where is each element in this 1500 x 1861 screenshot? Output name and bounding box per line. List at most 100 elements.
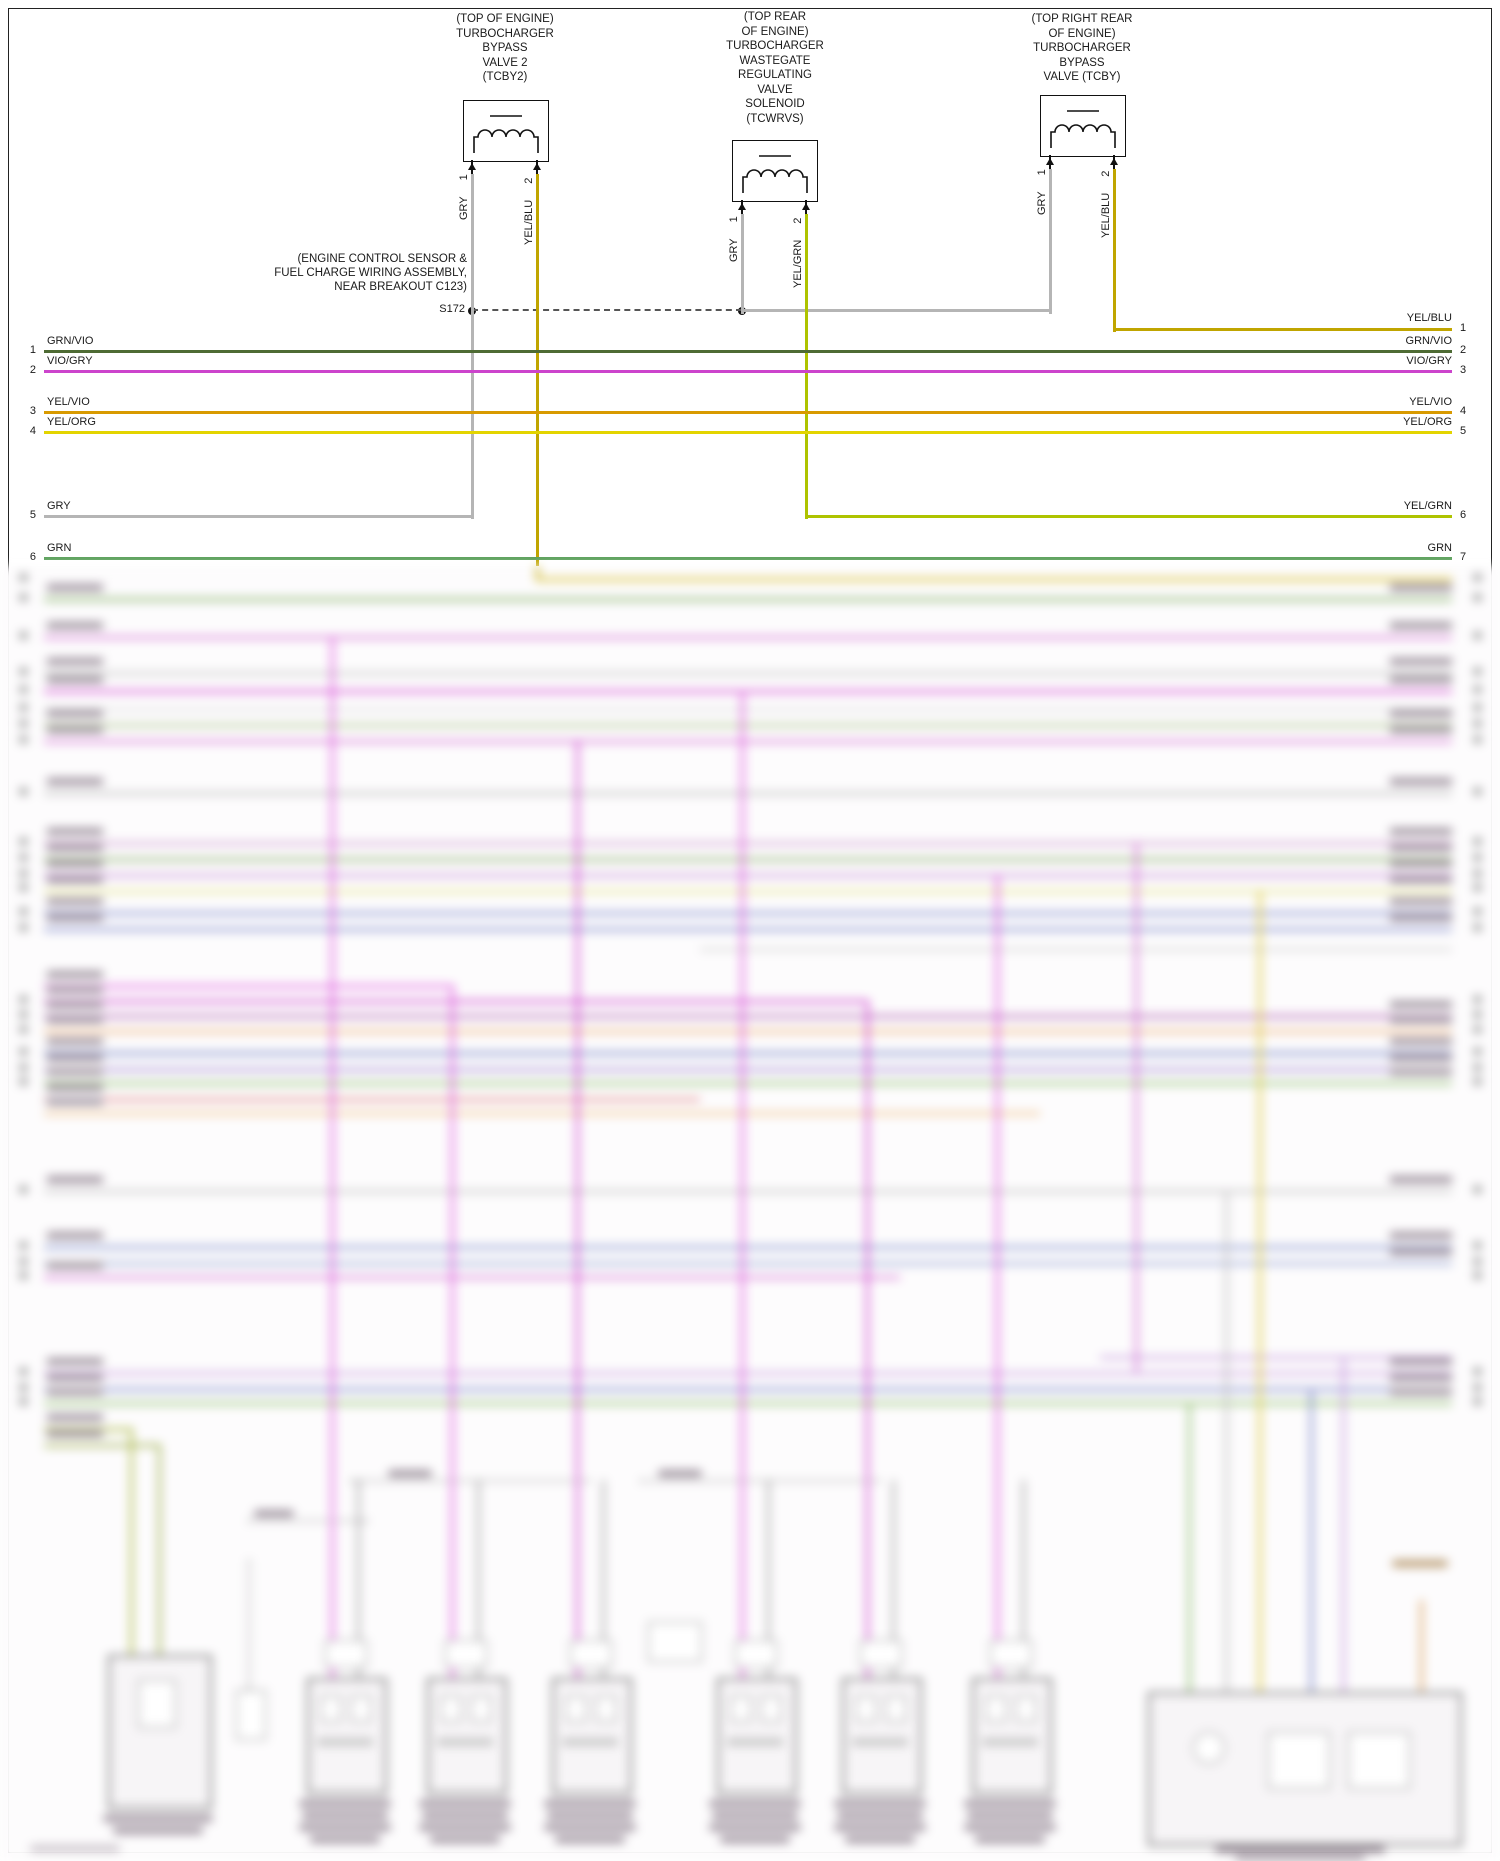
blurred-text	[1392, 1560, 1448, 1567]
blurred-connector	[648, 1622, 702, 1662]
blurred-wire	[44, 1112, 1040, 1115]
wire-name: GRY	[1036, 191, 1048, 215]
title-line: TURBOCHARGER	[726, 40, 824, 52]
blurred-text	[964, 1824, 1056, 1831]
component-tcby-title: (TOP RIGHT REAR OF ENGINE) TURBOCHARGER …	[987, 12, 1177, 85]
blurred-text	[555, 1836, 625, 1843]
title-line: (TCWRVS)	[746, 112, 804, 125]
blurred-wire	[1342, 1356, 1345, 1692]
blurred-wire	[44, 1444, 158, 1447]
blurred-wire	[477, 1480, 480, 1680]
wire-number-left: 1	[29, 344, 36, 356]
blurred-wire	[1188, 1402, 1191, 1692]
blurred-dashed-wire	[350, 1480, 590, 1482]
wire-vio-gry-row	[44, 370, 1452, 373]
blurred-wire	[44, 1000, 866, 1003]
title-line: (TCBY2)	[482, 71, 528, 83]
title-line: OF ENGINE)	[741, 25, 809, 38]
blurred-number-column	[20, 566, 27, 573]
blurred-wire	[1310, 1388, 1313, 1692]
blurred-wire	[44, 1428, 130, 1431]
title-line: (TOP RIGHT REAR	[1031, 13, 1133, 25]
title-line: VALVE 2	[482, 56, 528, 69]
blurred-text	[254, 1510, 294, 1517]
blurred-wire	[44, 928, 1452, 931]
wire-gry-tcwrvs	[741, 214, 744, 314]
wire-name: GRY	[728, 238, 740, 262]
blurred-wire	[130, 1428, 133, 1655]
blurred-wire	[741, 690, 744, 1680]
wire-number-right: 2	[1460, 344, 1467, 356]
blurred-wire	[451, 985, 454, 1680]
blurred-component-box	[427, 1678, 507, 1794]
blurred-wire	[44, 690, 1452, 693]
blurred-text	[975, 1836, 1045, 1843]
wire-gry-tcby2	[471, 174, 474, 519]
blurred-component-detail	[596, 1696, 616, 1722]
title-line: VALVE	[757, 83, 793, 96]
blurred-wire	[44, 636, 1452, 639]
blurred-wire	[44, 1276, 900, 1279]
blurred-wire	[44, 1262, 1452, 1265]
wire-name: GRY	[458, 196, 470, 220]
title-line: BYPASS	[482, 42, 528, 54]
blurred-text	[388, 1470, 432, 1477]
wire-label-right: VIO/GRY	[1406, 355, 1452, 367]
blurred-component-detail	[351, 1696, 371, 1722]
title-line: SOLENOID	[745, 98, 805, 110]
wire-yel-grn-tcwrvs	[805, 214, 808, 519]
blurred-wire	[892, 1480, 895, 1680]
wire-label-right: GRN	[1427, 542, 1452, 554]
blurred-component-detail	[856, 1696, 876, 1722]
blurred-component-detail	[566, 1696, 586, 1722]
blurred-text	[834, 1800, 926, 1807]
blurred-wire	[44, 1068, 1452, 1071]
title-line: VALVE (TCBY)	[1043, 71, 1121, 83]
blurred-component-detail	[1193, 1732, 1225, 1764]
splice-dashed-wire	[472, 309, 742, 311]
blurred-wire	[331, 636, 334, 1680]
title-line: (TOP OF ENGINE)	[456, 13, 554, 25]
blurred-label-column	[47, 566, 103, 573]
blurred-component-box	[972, 1678, 1052, 1794]
wire-yel-blu-row	[1113, 328, 1452, 331]
blurred-wire	[44, 672, 1452, 675]
blurred-wire	[1258, 890, 1262, 1692]
blurred-wire	[44, 912, 1452, 915]
blurred-text	[845, 1836, 915, 1843]
solenoid-coil-icon	[742, 155, 808, 193]
blurred-component-detail	[562, 1738, 618, 1746]
blurred-component-box	[108, 1655, 212, 1809]
blurred-wire	[44, 1082, 1452, 1085]
blurred-wire	[44, 858, 1452, 861]
blurred-text	[422, 1812, 508, 1819]
title-line: (TOP REAR	[743, 11, 807, 23]
blurred-text	[299, 1824, 391, 1831]
pin-arrow-icon	[468, 163, 476, 170]
blurred-component-detail	[321, 1696, 341, 1722]
blurred-text	[430, 1836, 500, 1843]
wire-name: YEL/BLU	[523, 199, 535, 245]
wire-label-left: GRY	[47, 500, 71, 512]
blurred-text	[302, 1812, 388, 1819]
blurred-connector	[325, 1640, 367, 1668]
wire-label-right: GRN/VIO	[1405, 335, 1452, 347]
blurred-text	[720, 1836, 790, 1843]
wire-number-left: 5	[29, 509, 36, 521]
pin-arrow-icon	[802, 203, 810, 210]
blurred-component-detail	[138, 1680, 176, 1728]
title-line: WASTEGATE	[739, 54, 811, 67]
pin-number: 2	[792, 217, 804, 224]
component-tcwrvs-pin1-label: GRY 1	[727, 216, 740, 262]
blurred-text	[103, 1815, 213, 1822]
blurred-wire	[44, 1098, 700, 1101]
wire-label-left: VIO/GRY	[47, 355, 93, 367]
wire-number-left: 2	[29, 364, 36, 376]
blurred-component-detail	[441, 1696, 461, 1722]
component-tcby2-box	[463, 100, 549, 162]
wire-yel-grn-row	[805, 515, 1452, 518]
blurred-wire	[44, 890, 1452, 893]
wire-label-right: YEL/GRN	[1403, 500, 1452, 512]
wire-name: YEL/GRN	[792, 239, 804, 288]
